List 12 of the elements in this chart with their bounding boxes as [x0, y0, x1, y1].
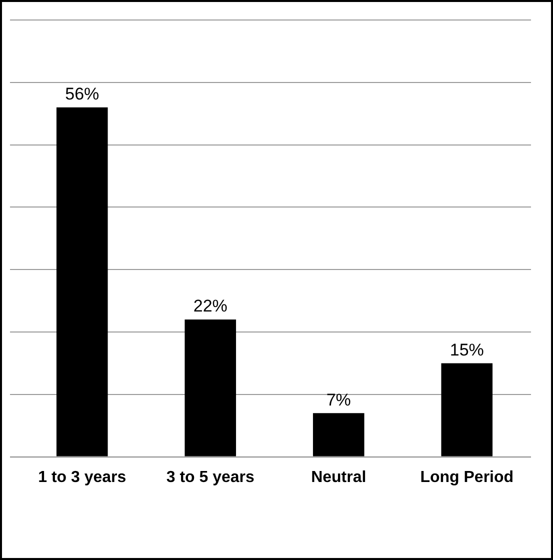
- data-label: 15%: [450, 340, 484, 360]
- x-tick-label: Long Period: [420, 468, 514, 486]
- x-tick-label: 3 to 5 years: [166, 468, 254, 486]
- x-tick-label: 1 to 3 years: [38, 468, 126, 486]
- data-label: 7%: [326, 390, 351, 410]
- bar: [184, 320, 236, 456]
- data-label: 56%: [65, 84, 100, 104]
- bar: [312, 413, 364, 456]
- bar: [56, 107, 108, 456]
- bar: [441, 363, 493, 456]
- data-label: 22%: [193, 296, 228, 316]
- x-tick-label: Neutral: [311, 468, 366, 486]
